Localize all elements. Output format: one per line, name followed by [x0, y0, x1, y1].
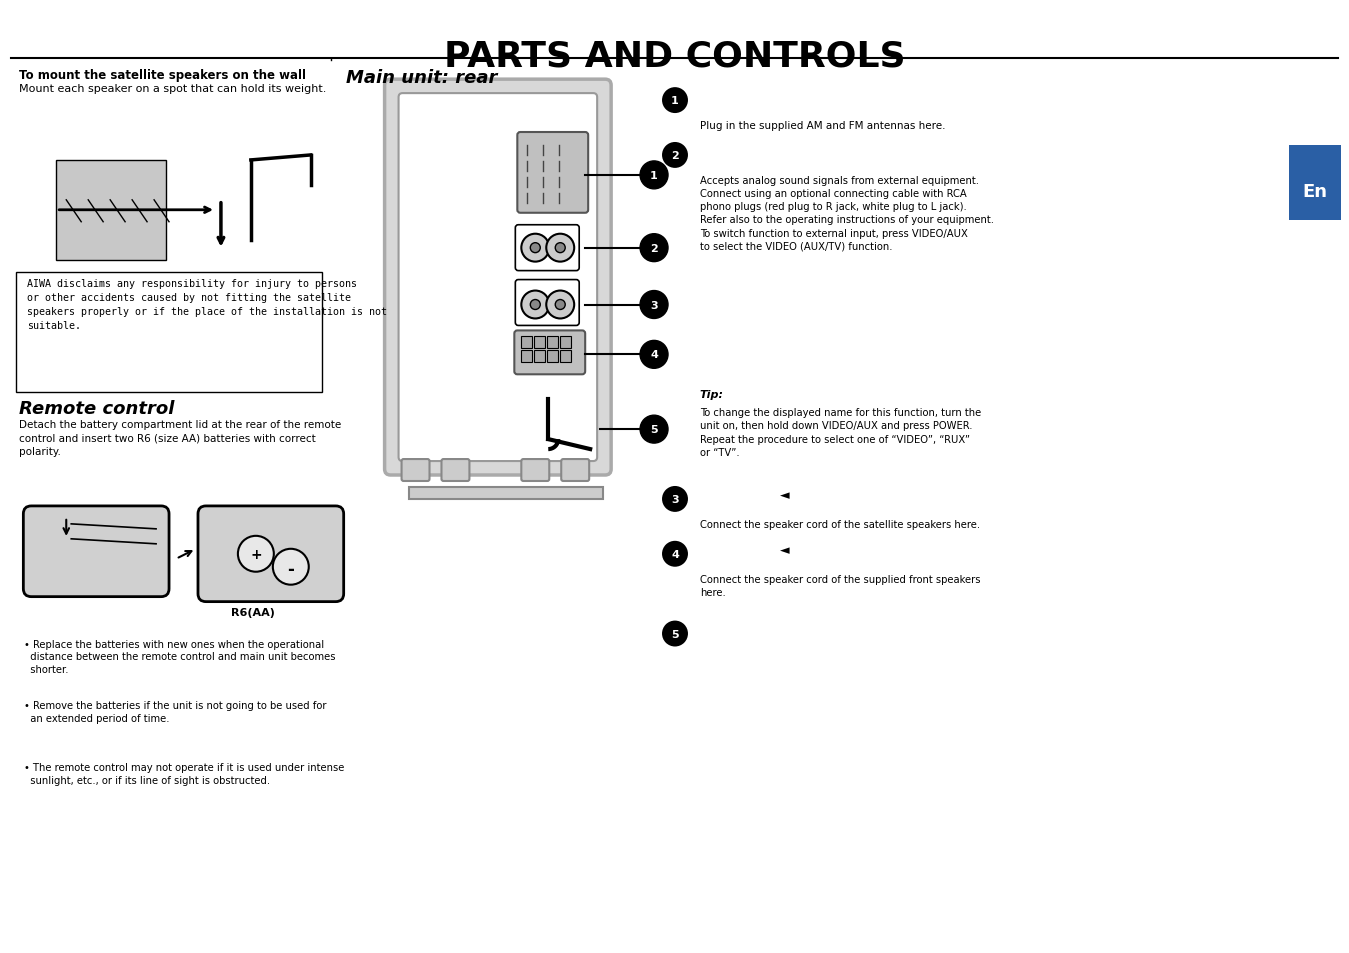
Text: 2: 2 — [650, 243, 658, 253]
Text: Detach the battery compartment lid at the rear of the remote
control and insert : Detach the battery compartment lid at th… — [19, 419, 341, 456]
Text: 3: 3 — [650, 300, 658, 310]
Circle shape — [662, 88, 688, 114]
FancyBboxPatch shape — [521, 337, 533, 349]
FancyBboxPatch shape — [514, 331, 585, 375]
FancyBboxPatch shape — [521, 351, 533, 363]
FancyBboxPatch shape — [548, 337, 558, 349]
Text: • The remote control may not operate if it is used under intense
  sunlight, etc: • The remote control may not operate if … — [24, 762, 345, 785]
Text: ◄: ◄ — [780, 544, 789, 557]
FancyBboxPatch shape — [16, 273, 321, 393]
Circle shape — [546, 234, 575, 262]
FancyBboxPatch shape — [398, 94, 598, 461]
Text: ◄: ◄ — [780, 489, 789, 502]
FancyBboxPatch shape — [534, 351, 545, 363]
Circle shape — [662, 143, 688, 169]
Text: AIWA disclaims any responsibility for injury to persons
or other accidents cause: AIWA disclaims any responsibility for in… — [27, 278, 387, 331]
Circle shape — [237, 537, 274, 572]
FancyBboxPatch shape — [441, 459, 469, 481]
FancyBboxPatch shape — [198, 506, 344, 602]
FancyBboxPatch shape — [409, 487, 603, 499]
Text: En: En — [1302, 183, 1327, 201]
Text: R6(AA): R6(AA) — [231, 607, 275, 617]
Text: +: + — [250, 547, 262, 561]
FancyBboxPatch shape — [384, 80, 611, 476]
Text: Connect the speaker cord of the satellite speakers here.: Connect the speaker cord of the satellit… — [700, 519, 981, 529]
Text: PARTS AND CONTROLS: PARTS AND CONTROLS — [444, 39, 905, 73]
Text: • Remove the batteries if the unit is not going to be used for
  an extended per: • Remove the batteries if the unit is no… — [24, 700, 326, 723]
Text: 4: 4 — [650, 350, 658, 360]
Circle shape — [530, 300, 541, 310]
Text: To change the displayed name for this function, turn the
unit on, then hold down: To change the displayed name for this fu… — [700, 408, 981, 457]
FancyBboxPatch shape — [560, 337, 571, 349]
FancyBboxPatch shape — [561, 459, 590, 481]
Text: 5: 5 — [672, 629, 679, 639]
Circle shape — [521, 234, 549, 262]
Text: 1: 1 — [650, 171, 658, 181]
Text: • Replace the batteries with new ones when the operational
  distance between th: • Replace the batteries with new ones wh… — [24, 639, 336, 675]
Text: 3: 3 — [672, 495, 679, 504]
Text: Remote control: Remote control — [19, 400, 175, 417]
Circle shape — [662, 486, 688, 513]
FancyBboxPatch shape — [560, 351, 571, 363]
FancyBboxPatch shape — [517, 132, 588, 213]
Text: 4: 4 — [670, 549, 679, 559]
FancyBboxPatch shape — [1288, 146, 1341, 220]
FancyBboxPatch shape — [521, 459, 549, 481]
Text: Connect the speaker cord of the supplied front speakers
here.: Connect the speaker cord of the supplied… — [700, 574, 981, 598]
FancyBboxPatch shape — [548, 351, 558, 363]
Text: Plug in the supplied AM and FM antennas here.: Plug in the supplied AM and FM antennas … — [700, 121, 946, 131]
Circle shape — [556, 243, 565, 253]
Circle shape — [556, 300, 565, 310]
Text: -: - — [287, 560, 294, 578]
Text: Mount each speaker on a spot that can hold its weight.: Mount each speaker on a spot that can ho… — [19, 84, 326, 94]
FancyBboxPatch shape — [534, 337, 545, 349]
Text: 1: 1 — [670, 96, 679, 106]
Text: To mount the satellite speakers on the wall: To mount the satellite speakers on the w… — [19, 70, 306, 82]
Text: 2: 2 — [670, 151, 679, 161]
Text: Main unit: rear: Main unit: rear — [345, 70, 496, 87]
Text: Accepts analog sound signals from external equipment.
Connect using an optional : Accepts analog sound signals from extern… — [700, 175, 994, 252]
Circle shape — [530, 243, 541, 253]
Circle shape — [521, 292, 549, 319]
FancyBboxPatch shape — [23, 506, 169, 597]
Circle shape — [546, 292, 575, 319]
Circle shape — [639, 416, 668, 444]
Circle shape — [639, 234, 668, 262]
FancyBboxPatch shape — [402, 459, 429, 481]
Circle shape — [639, 162, 668, 190]
Circle shape — [639, 341, 668, 369]
Text: Tip:: Tip: — [700, 390, 724, 400]
Circle shape — [662, 621, 688, 647]
Circle shape — [639, 292, 668, 319]
Circle shape — [272, 549, 309, 585]
FancyBboxPatch shape — [57, 161, 166, 260]
Text: 5: 5 — [650, 425, 658, 435]
Circle shape — [662, 541, 688, 567]
